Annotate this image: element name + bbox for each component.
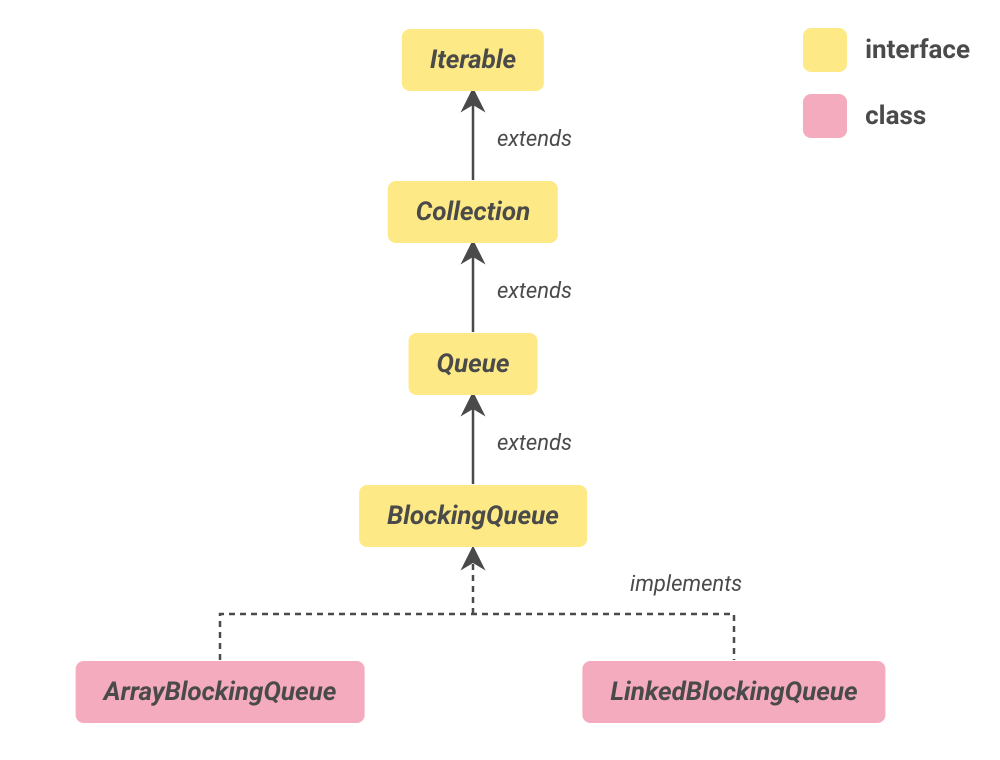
- node-linkedblockingqueue: LinkedBlockingQueue: [582, 661, 885, 723]
- edge-implements-bracket: [220, 614, 734, 660]
- edge-label-extends-2: extends: [497, 279, 572, 304]
- legend: interface class: [803, 28, 970, 138]
- legend-swatch-interface: [803, 28, 847, 72]
- edge-label-extends-3: extends: [497, 431, 572, 456]
- legend-swatch-class: [803, 94, 847, 138]
- node-iterable: Iterable: [402, 29, 544, 91]
- edge-label-implements: implements: [630, 572, 742, 597]
- legend-label-class: class: [865, 101, 926, 131]
- node-arrayblockingqueue: ArrayBlockingQueue: [76, 661, 365, 723]
- node-queue: Queue: [409, 333, 538, 395]
- legend-row-class: class: [803, 94, 970, 138]
- legend-row-interface: interface: [803, 28, 970, 72]
- legend-label-interface: interface: [865, 35, 970, 65]
- edge-label-extends-1: extends: [497, 127, 572, 152]
- node-collection: Collection: [388, 181, 558, 243]
- node-blockingqueue: BlockingQueue: [359, 485, 587, 547]
